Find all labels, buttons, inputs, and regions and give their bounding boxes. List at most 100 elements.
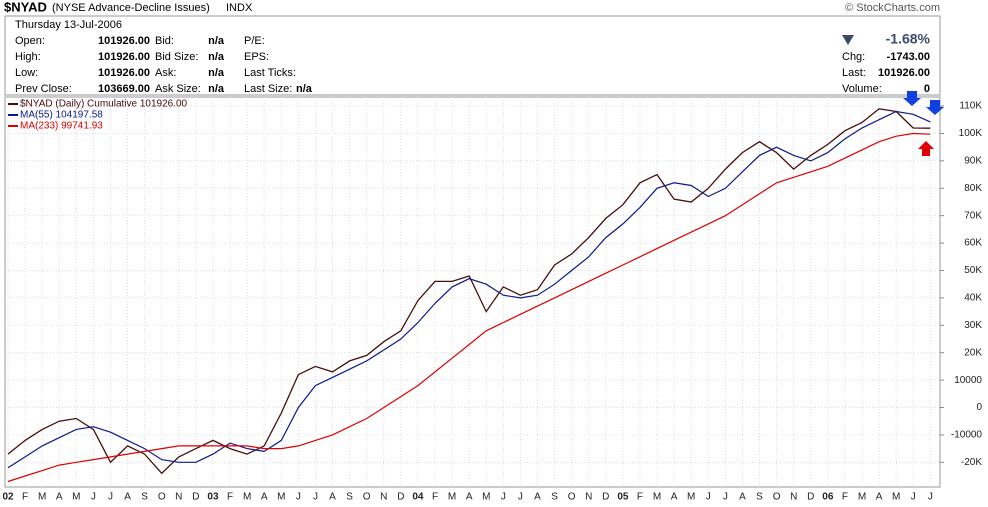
x-tick-label: A bbox=[739, 492, 746, 503]
y-tick-label: 70K bbox=[964, 210, 982, 221]
x-tick-label: S bbox=[346, 492, 353, 503]
x-tick-label: A bbox=[261, 492, 268, 503]
x-tick-label: D bbox=[397, 492, 404, 503]
quote-panel bbox=[4, 15, 941, 96]
symbol: $NYAD bbox=[4, 0, 47, 14]
quote-value: 101926.00 bbox=[878, 67, 930, 79]
x-tick-label: M bbox=[277, 492, 285, 503]
y-tick-label: 20K bbox=[964, 347, 982, 358]
field-label: Bid Size: bbox=[155, 51, 198, 63]
field-value: 101926.00 bbox=[98, 35, 150, 47]
x-tick-label: D bbox=[807, 492, 814, 503]
quote-label: Volume: bbox=[842, 83, 882, 95]
x-tick-label: F bbox=[637, 492, 643, 503]
field-value: n/a bbox=[208, 67, 225, 79]
x-tick-label: M bbox=[687, 492, 695, 503]
field-value: n/a bbox=[296, 83, 313, 95]
x-tick-label: A bbox=[671, 492, 678, 503]
x-tick-label: F bbox=[227, 492, 233, 503]
x-tick-label: O bbox=[773, 492, 781, 503]
field-value: 101926.00 bbox=[98, 67, 150, 79]
x-tick-label: J bbox=[501, 492, 506, 503]
field-label: Last Ticks: bbox=[244, 67, 296, 79]
x-tick-label: A bbox=[876, 492, 883, 503]
x-tick-label: A bbox=[466, 492, 473, 503]
exchange: INDX bbox=[226, 2, 253, 14]
field-label: Low: bbox=[15, 67, 38, 79]
x-tick-label: M bbox=[482, 492, 490, 503]
x-tick-label: A bbox=[124, 492, 131, 503]
y-tick-label: -20K bbox=[961, 457, 982, 468]
x-tick-label: J bbox=[723, 492, 728, 503]
x-tick-label: F bbox=[22, 492, 28, 503]
y-tick-label: 30K bbox=[964, 320, 982, 331]
x-tick-label: A bbox=[56, 492, 63, 503]
quote-value: -1743.00 bbox=[887, 51, 930, 63]
field-label: P/E: bbox=[244, 35, 265, 47]
legend-label: $NYAD (Daily) Cumulative 101926.00 bbox=[20, 99, 188, 110]
x-tick-label: M bbox=[892, 492, 900, 503]
x-tick-label: N bbox=[380, 492, 387, 503]
field-label: Prev Close: bbox=[15, 83, 72, 95]
x-tick-label: O bbox=[363, 492, 371, 503]
field-value: n/a bbox=[208, 83, 225, 95]
x-tick-label: D bbox=[192, 492, 199, 503]
x-tick-label: 05 bbox=[617, 492, 629, 503]
plot-area bbox=[4, 96, 941, 488]
x-tick-label: M bbox=[38, 492, 46, 503]
quote-date: Thursday 13-Jul-2006 bbox=[15, 19, 122, 31]
source: © StockCharts.com bbox=[845, 2, 940, 14]
x-tick-label: N bbox=[585, 492, 592, 503]
x-tick-label: A bbox=[329, 492, 336, 503]
field-label: Open: bbox=[15, 35, 45, 47]
x-tick-label: M bbox=[243, 492, 251, 503]
x-tick-label: M bbox=[448, 492, 456, 503]
down-triangle bbox=[842, 35, 854, 45]
x-tick-label: J bbox=[91, 492, 96, 503]
quote-value: 0 bbox=[924, 83, 930, 95]
y-tick-label: 40K bbox=[964, 293, 982, 304]
field-label: Last Size: bbox=[244, 83, 292, 95]
y-tick-label: 90K bbox=[964, 155, 982, 166]
x-tick-label: 03 bbox=[207, 492, 219, 503]
x-tick-label: J bbox=[928, 492, 933, 503]
series-line bbox=[7, 108, 931, 475]
x-tick-label: 06 bbox=[822, 492, 834, 503]
x-tick-label: S bbox=[551, 492, 558, 503]
series-line bbox=[7, 132, 931, 483]
legend-label: MA(233) 99741.93 bbox=[20, 121, 103, 132]
y-tick-label: 100K bbox=[959, 128, 983, 139]
signal-arrow bbox=[918, 141, 934, 156]
x-tick-label: S bbox=[141, 492, 148, 503]
x-tick-label: J bbox=[313, 492, 318, 503]
x-tick-label: 04 bbox=[412, 492, 424, 503]
x-tick-label: O bbox=[158, 492, 166, 503]
legend-label: MA(55) 104197.58 bbox=[20, 110, 103, 121]
field-label: Ask: bbox=[155, 67, 176, 79]
x-tick-label: J bbox=[911, 492, 916, 503]
y-tick-label: 10000 bbox=[954, 375, 982, 386]
series-line bbox=[7, 110, 931, 469]
field-value: 103669.00 bbox=[98, 83, 150, 95]
y-tick-label: 110K bbox=[959, 101, 982, 112]
y-tick-label: 50K bbox=[964, 265, 982, 276]
x-tick-label: S bbox=[756, 492, 763, 503]
x-tick-label: J bbox=[706, 492, 711, 503]
field-value: n/a bbox=[208, 51, 225, 63]
field-value: 101926.00 bbox=[98, 51, 150, 63]
x-tick-label: N bbox=[790, 492, 797, 503]
x-tick-label: N bbox=[175, 492, 182, 503]
x-tick-label: M bbox=[72, 492, 80, 503]
x-tick-label: 02 bbox=[2, 492, 14, 503]
y-tick-label: 60K bbox=[964, 238, 982, 249]
y-tick-label: 0 bbox=[976, 402, 982, 413]
signal-arrow bbox=[903, 91, 921, 106]
y-tick-label: 80K bbox=[964, 183, 982, 194]
symbol-title: (NYSE Advance-Decline Issues) bbox=[52, 2, 210, 14]
quote-label: Chg: bbox=[842, 51, 865, 63]
field-label: Bid: bbox=[155, 35, 174, 47]
field-label: Ask Size: bbox=[155, 83, 201, 95]
x-tick-label: J bbox=[108, 492, 113, 503]
x-tick-label: O bbox=[568, 492, 576, 503]
